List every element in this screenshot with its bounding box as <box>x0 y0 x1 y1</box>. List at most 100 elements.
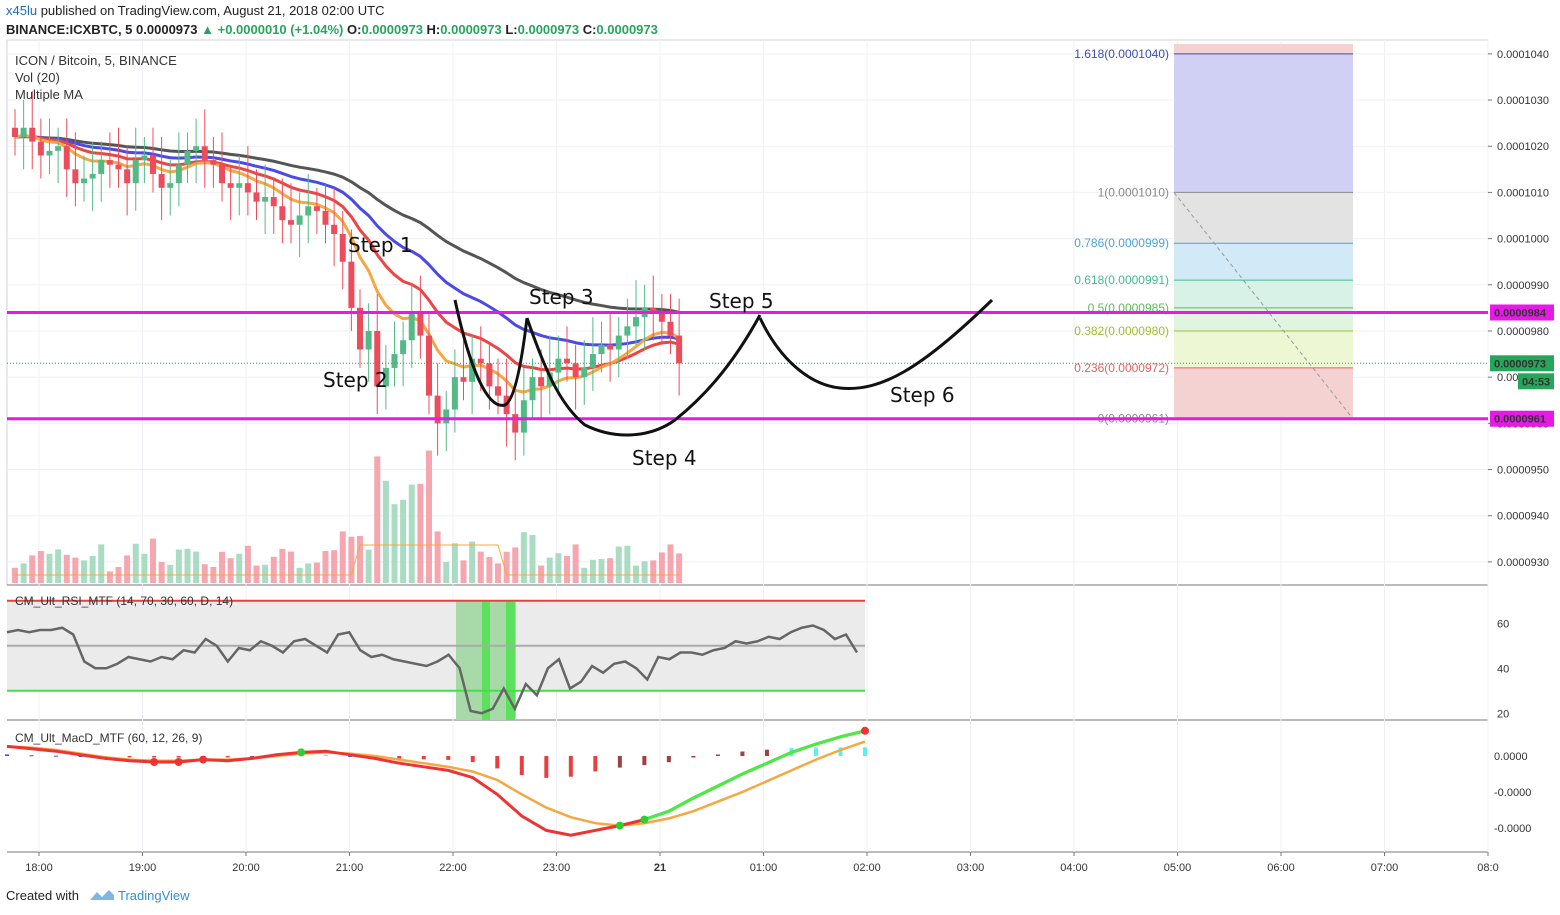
macd-histogram-bar <box>250 756 255 757</box>
price-tick-label: 0.0001000 <box>1497 234 1549 246</box>
legend-volume: Vol (20) <box>15 70 60 85</box>
volume-bar <box>434 531 441 583</box>
candle-body <box>391 354 398 368</box>
volume-bar <box>495 563 501 583</box>
volume-bar <box>37 551 44 583</box>
ma-line-red <box>14 134 680 372</box>
time-tick-label: 21:00 <box>336 862 364 874</box>
volume-bar <box>322 551 329 583</box>
fib-zone <box>1174 192 1353 244</box>
price-tick-label: 0.0000980 <box>1497 326 1549 338</box>
candle-body <box>529 377 536 401</box>
volume-bar <box>538 565 545 583</box>
volume-bar <box>313 562 320 583</box>
macd-signal-line <box>6 740 866 827</box>
macd-histogram-bar <box>764 749 769 756</box>
rsi-tick-label: 20 <box>1497 708 1509 720</box>
volume-bars <box>12 450 683 583</box>
macd-histogram-bar <box>5 754 9 756</box>
volume-bar <box>236 553 243 583</box>
volume-bar <box>141 553 148 583</box>
high-value: 0.0000973 <box>440 22 502 37</box>
price-axis[interactable]: 0.0001040 0.0001030 0.0001020 0.0001010 0.00… <box>1488 49 1554 835</box>
macd-histogram-bar <box>127 756 132 758</box>
volume-bar <box>512 547 519 583</box>
macd-histogram-bar <box>78 756 83 757</box>
macd-tick-label: 0.0000 <box>1494 751 1528 763</box>
pattern-drawings[interactable]: Step 1 Step 2 Step 3 Step 4 Step 5 Step 6 <box>323 233 994 470</box>
volume-bar <box>305 563 312 583</box>
tradingview-logo-icon <box>89 890 114 900</box>
volume-bar <box>589 559 596 583</box>
price-tick-label: 0.0001030 <box>1497 95 1549 107</box>
low-value: 0.0000973 <box>517 22 580 37</box>
pattern-curve <box>758 298 994 390</box>
volume-bar <box>193 551 200 583</box>
close-value: 0.0000973 <box>596 22 658 37</box>
time-tick-label: 01:00 <box>750 862 778 874</box>
volume-bar <box>219 551 225 583</box>
volume-bar <box>658 552 665 583</box>
publish-info: x45lu published on TradingView.com, Augu… <box>6 3 384 18</box>
macd-histogram-bar <box>470 756 475 763</box>
candle-body <box>106 160 113 165</box>
time-tick-label: 07:00 <box>1371 862 1399 874</box>
candle-body <box>564 358 570 364</box>
volume-bar <box>676 553 683 583</box>
rsi-line <box>6 624 859 715</box>
ma-line-orange <box>14 133 680 394</box>
rsi-signal-bar <box>482 601 490 720</box>
candle-body <box>296 215 303 225</box>
macd-histogram-bar <box>519 756 524 775</box>
candle-body <box>667 321 674 336</box>
candle-body <box>417 312 424 336</box>
macd-histogram-bar <box>29 755 34 757</box>
step-annotation: Step 6 <box>890 383 955 407</box>
volume-bar <box>400 499 407 583</box>
tradingview-link[interactable]: TradingView <box>118 888 190 903</box>
horizontal-lines[interactable] <box>7 311 1488 421</box>
low-label: L: <box>505 22 518 37</box>
author-link[interactable]: x45lu <box>6 3 38 18</box>
volume-bar <box>98 544 105 583</box>
time-tick-label: 21 <box>654 862 666 874</box>
candle-body <box>288 220 294 225</box>
price-tick-label: 0.0001020 <box>1497 141 1549 153</box>
candle-body <box>219 164 225 184</box>
macd-histogram-bar <box>225 756 230 758</box>
candle-body <box>227 183 234 188</box>
pattern-curve <box>525 314 762 437</box>
price-tick-label: 0.0000990 <box>1497 280 1549 292</box>
candle-body <box>270 197 277 207</box>
fib-level-label: 0.618(0.0000991) <box>1074 273 1169 287</box>
candle-body <box>253 192 260 202</box>
candle-body <box>443 409 450 424</box>
fibonacci-extension[interactable]: 1.618(0.0001040) 1(0.0001010) 0.786(0.0000… <box>1074 44 1354 426</box>
candle-body <box>63 146 70 170</box>
moving-averages <box>14 133 680 394</box>
volume-bar <box>598 559 605 583</box>
volume-bar <box>46 553 53 583</box>
macd-histogram-bar <box>813 747 818 756</box>
rsi-signal-bar <box>506 601 515 720</box>
volume-bar <box>20 563 27 583</box>
candle-body <box>150 155 156 174</box>
price-label-text: 0.0000961 <box>1494 414 1546 426</box>
candle-body <box>132 160 139 184</box>
volume-bar <box>503 551 510 583</box>
time-axis[interactable]: 18:00 19:00 20:00 21:00 22:00 23:00 21 01:00 02:… <box>25 852 1499 874</box>
volume-bar <box>486 557 493 583</box>
volume-bar <box>167 564 174 583</box>
candle-body <box>426 335 432 396</box>
candle-body <box>357 307 363 350</box>
price-label-text: 04:53 <box>1522 376 1550 388</box>
macd-histogram-bar <box>568 756 573 777</box>
published-text: published on TradingView.com, August 21,… <box>40 3 385 18</box>
legend-ma: Multiple MA <box>15 87 83 102</box>
volume-bar <box>555 553 562 583</box>
candle-body <box>55 146 62 151</box>
rsi-pane: CM_Ult_RSI_MTF (14, 70, 30, 60, D, 14) <box>6 594 865 720</box>
price-change: +0.0000010 (+1.04%) <box>217 22 344 37</box>
candle-body <box>81 178 87 184</box>
